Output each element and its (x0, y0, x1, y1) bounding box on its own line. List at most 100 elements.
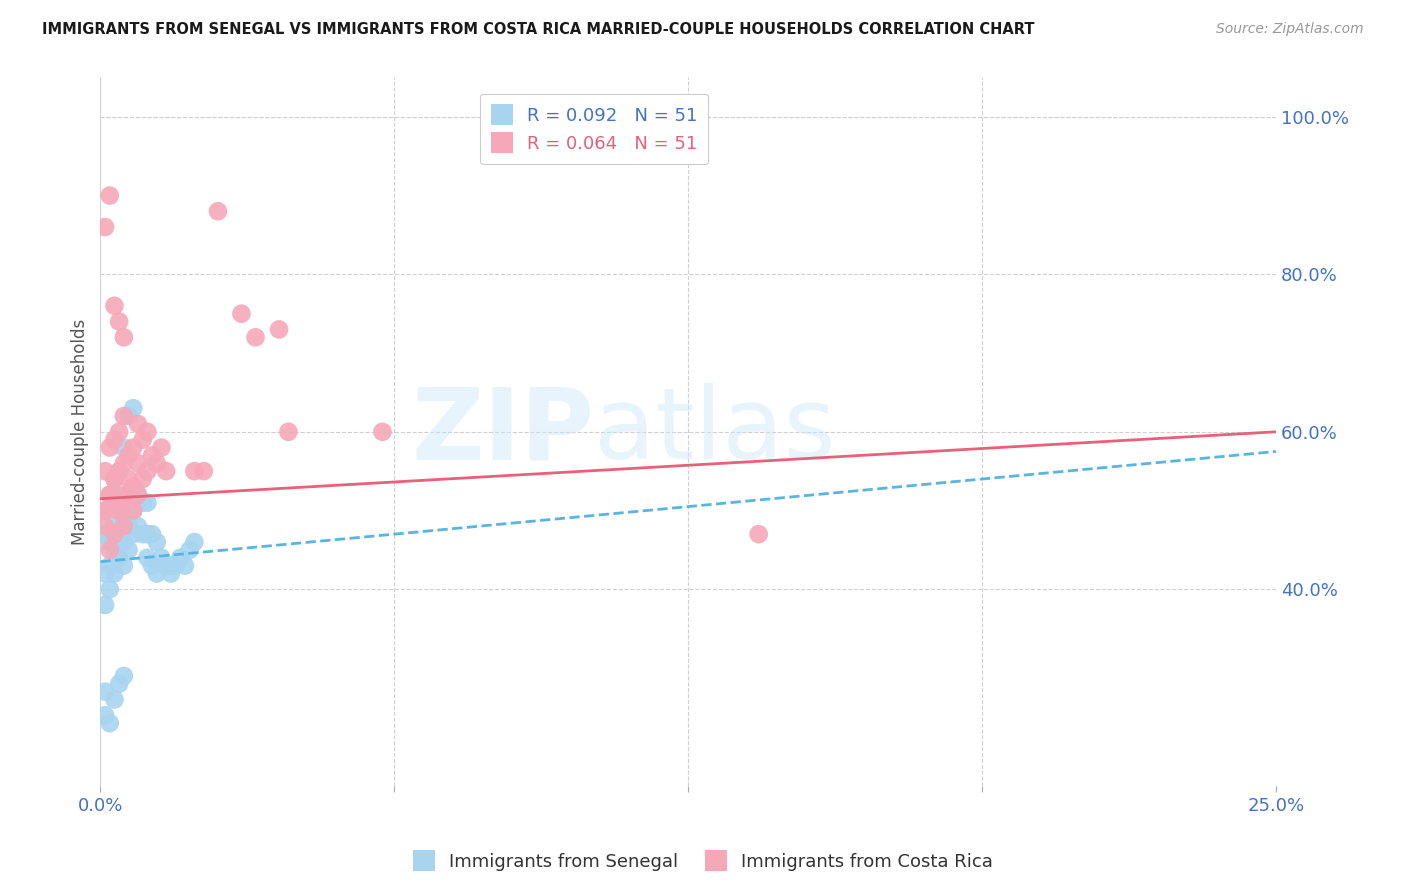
Text: Source: ZipAtlas.com: Source: ZipAtlas.com (1216, 22, 1364, 37)
Text: atlas: atlas (595, 384, 835, 480)
Point (117, 472, 139, 486)
Point (150, 550, 173, 565)
Point (103, 542, 125, 557)
Point (122, 480, 145, 494)
Point (122, 503, 145, 517)
Point (136, 496, 159, 510)
Point (117, 409, 139, 423)
Y-axis label: Married-couple Households: Married-couple Households (72, 318, 89, 545)
Point (117, 542, 139, 557)
Point (112, 456, 135, 470)
Point (146, 535, 169, 549)
Point (98, 441, 121, 455)
Point (98, 558, 121, 573)
Point (267, 322, 290, 336)
Point (131, 472, 153, 486)
Point (136, 464, 159, 478)
Point (98, 582, 121, 597)
Point (103, 692, 125, 706)
Point (98, 716, 121, 731)
Point (117, 488, 139, 502)
Point (277, 425, 299, 439)
Point (103, 488, 125, 502)
Point (98, 535, 121, 549)
Point (94, 598, 117, 612)
Point (94, 519, 117, 533)
Point (169, 550, 191, 565)
Point (112, 330, 135, 344)
Point (108, 677, 131, 691)
Point (183, 535, 205, 549)
Point (141, 449, 163, 463)
Point (127, 488, 149, 502)
Point (108, 550, 131, 565)
Point (98, 542, 121, 557)
Point (94, 527, 117, 541)
Point (141, 558, 163, 573)
Point (160, 558, 183, 573)
Point (131, 496, 153, 510)
Point (231, 307, 253, 321)
Point (103, 527, 125, 541)
Point (371, 425, 394, 439)
Point (108, 503, 131, 517)
Point (165, 558, 187, 573)
Point (179, 542, 201, 557)
Point (112, 441, 135, 455)
Point (108, 314, 131, 328)
Point (748, 527, 770, 541)
Point (103, 566, 125, 581)
Point (94, 566, 117, 581)
Point (98, 488, 121, 502)
Point (98, 188, 121, 202)
Point (127, 519, 149, 533)
Point (207, 204, 229, 219)
Point (112, 558, 135, 573)
Point (103, 299, 125, 313)
Point (131, 433, 153, 447)
Point (94, 220, 117, 235)
Point (183, 464, 205, 478)
Point (108, 503, 131, 517)
Point (136, 550, 159, 565)
Point (108, 464, 131, 478)
Point (127, 488, 149, 502)
Point (160, 566, 183, 581)
Point (103, 519, 125, 533)
Point (136, 425, 159, 439)
Point (127, 456, 149, 470)
Point (136, 527, 159, 541)
Point (98, 503, 121, 517)
Point (122, 527, 145, 541)
Point (94, 464, 117, 478)
Point (155, 558, 177, 573)
Point (112, 519, 135, 533)
Point (94, 503, 117, 517)
Text: ZIP: ZIP (411, 384, 595, 480)
Point (174, 558, 197, 573)
Text: IMMIGRANTS FROM SENEGAL VS IMMIGRANTS FROM COSTA RICA MARRIED-COUPLE HOUSEHOLDS : IMMIGRANTS FROM SENEGAL VS IMMIGRANTS FR… (42, 22, 1035, 37)
Point (245, 330, 267, 344)
Point (112, 409, 135, 423)
Point (122, 401, 145, 416)
Point (94, 684, 117, 698)
Legend: Immigrants from Senegal, Immigrants from Costa Rica: Immigrants from Senegal, Immigrants from… (405, 843, 1001, 879)
Point (146, 456, 169, 470)
Point (131, 527, 153, 541)
Point (117, 449, 139, 463)
Point (127, 417, 149, 431)
Point (108, 503, 131, 517)
Point (150, 441, 173, 455)
Point (193, 464, 215, 478)
Point (108, 464, 131, 478)
Point (117, 519, 139, 533)
Point (94, 503, 117, 517)
Point (141, 527, 163, 541)
Point (112, 488, 135, 502)
Point (155, 464, 177, 478)
Point (122, 441, 145, 455)
Point (112, 535, 135, 549)
Point (103, 472, 125, 486)
Point (108, 527, 131, 541)
Legend: R = 0.092   N = 51, R = 0.064   N = 51: R = 0.092 N = 51, R = 0.064 N = 51 (479, 94, 709, 164)
